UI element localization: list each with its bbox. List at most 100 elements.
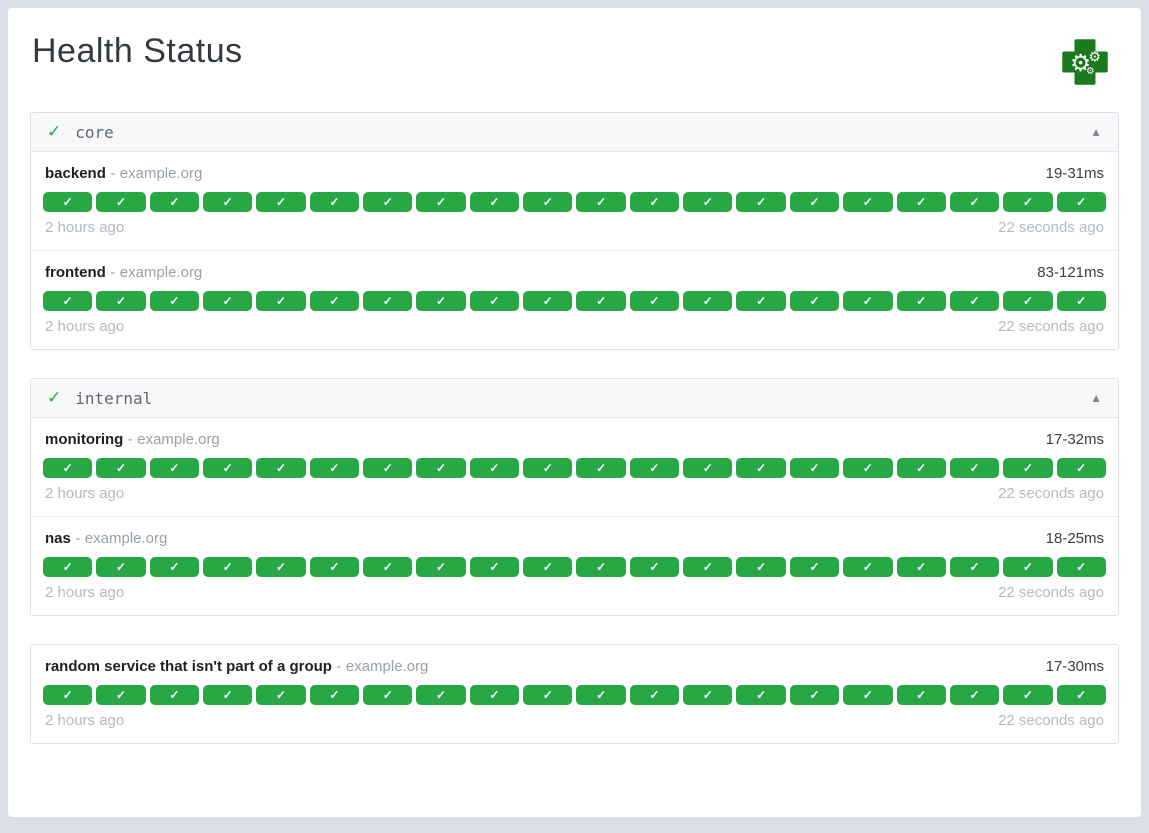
health-check-segment[interactable]: ✓ <box>416 685 466 705</box>
health-check-segment[interactable]: ✓ <box>309 458 360 478</box>
health-check-segment[interactable]: ✓ <box>523 192 573 212</box>
health-check-segment[interactable]: ✓ <box>523 291 573 311</box>
health-check-segment[interactable]: ✓ <box>896 291 946 311</box>
health-check-segment[interactable]: ✓ <box>896 458 946 478</box>
health-check-segment[interactable]: ✓ <box>1003 291 1053 311</box>
health-check-segment[interactable]: ✓ <box>896 685 946 705</box>
health-check-segment[interactable]: ✓ <box>736 557 786 577</box>
health-check-segment[interactable]: ✓ <box>469 458 520 478</box>
health-check-segment[interactable]: ✓ <box>149 685 200 705</box>
health-check-segment[interactable]: ✓ <box>416 192 466 212</box>
health-check-segment[interactable]: ✓ <box>789 685 840 705</box>
health-check-segment[interactable]: ✓ <box>843 458 893 478</box>
health-check-segment[interactable]: ✓ <box>1003 557 1053 577</box>
health-check-segment[interactable]: ✓ <box>203 192 253 212</box>
health-check-segment[interactable]: ✓ <box>43 291 93 311</box>
collapse-triangle-icon[interactable]: ▲ <box>1090 125 1102 139</box>
health-check-segment[interactable]: ✓ <box>523 557 573 577</box>
health-check-segment[interactable]: ✓ <box>43 458 93 478</box>
health-check-segment[interactable]: ✓ <box>149 291 200 311</box>
health-check-segment[interactable]: ✓ <box>789 291 840 311</box>
health-check-segment[interactable]: ✓ <box>1003 685 1053 705</box>
group-header[interactable]: ✓ core ▲ <box>31 113 1118 152</box>
health-check-segment[interactable]: ✓ <box>683 685 733 705</box>
health-check-segment[interactable]: ✓ <box>469 192 520 212</box>
health-check-segment[interactable]: ✓ <box>43 557 93 577</box>
health-check-segment[interactable]: ✓ <box>363 291 413 311</box>
health-check-segment[interactable]: ✓ <box>576 291 626 311</box>
health-check-segment[interactable]: ✓ <box>683 557 733 577</box>
health-check-segment[interactable]: ✓ <box>416 458 466 478</box>
health-check-segment[interactable]: ✓ <box>523 685 573 705</box>
health-check-segment[interactable]: ✓ <box>96 291 146 311</box>
health-check-segment[interactable]: ✓ <box>469 291 520 311</box>
health-check-segment[interactable]: ✓ <box>96 458 146 478</box>
health-check-segment[interactable]: ✓ <box>896 192 946 212</box>
health-check-segment[interactable]: ✓ <box>149 192 200 212</box>
health-check-segment[interactable]: ✓ <box>576 192 626 212</box>
health-check-segment[interactable]: ✓ <box>789 458 840 478</box>
health-check-segment[interactable]: ✓ <box>363 685 413 705</box>
health-check-segment[interactable]: ✓ <box>683 192 733 212</box>
health-check-segment[interactable]: ✓ <box>1003 192 1053 212</box>
health-check-segment[interactable]: ✓ <box>256 557 306 577</box>
health-check-segment[interactable]: ✓ <box>896 557 946 577</box>
health-check-segment[interactable]: ✓ <box>309 291 360 311</box>
health-check-segment[interactable]: ✓ <box>843 557 893 577</box>
health-check-segment[interactable]: ✓ <box>523 458 573 478</box>
health-check-segment[interactable]: ✓ <box>736 458 786 478</box>
health-check-segment[interactable]: ✓ <box>203 685 253 705</box>
health-check-segment[interactable]: ✓ <box>576 685 626 705</box>
health-check-segment[interactable]: ✓ <box>629 458 680 478</box>
health-check-segment[interactable]: ✓ <box>469 557 520 577</box>
health-check-segment[interactable]: ✓ <box>736 291 786 311</box>
collapse-triangle-icon[interactable]: ▲ <box>1090 391 1102 405</box>
health-check-segment[interactable]: ✓ <box>736 685 786 705</box>
health-check-segment[interactable]: ✓ <box>203 557 253 577</box>
health-check-segment[interactable]: ✓ <box>149 458 200 478</box>
health-check-segment[interactable]: ✓ <box>949 685 1000 705</box>
health-check-segment[interactable]: ✓ <box>629 685 680 705</box>
health-check-segment[interactable]: ✓ <box>363 458 413 478</box>
health-check-segment[interactable]: ✓ <box>1003 458 1053 478</box>
health-check-segment[interactable]: ✓ <box>629 291 680 311</box>
health-check-segment[interactable]: ✓ <box>949 192 1000 212</box>
health-check-segment[interactable]: ✓ <box>949 557 1000 577</box>
health-check-segment[interactable]: ✓ <box>96 557 146 577</box>
health-check-segment[interactable]: ✓ <box>469 685 520 705</box>
health-check-segment[interactable]: ✓ <box>1056 685 1106 705</box>
health-check-segment[interactable]: ✓ <box>1056 291 1106 311</box>
health-check-segment[interactable]: ✓ <box>363 557 413 577</box>
health-check-segment[interactable]: ✓ <box>309 685 360 705</box>
health-check-segment[interactable]: ✓ <box>363 192 413 212</box>
health-check-segment[interactable]: ✓ <box>309 557 360 577</box>
health-check-segment[interactable]: ✓ <box>309 192 360 212</box>
health-check-segment[interactable]: ✓ <box>629 192 680 212</box>
health-check-segment[interactable]: ✓ <box>256 685 306 705</box>
health-check-segment[interactable]: ✓ <box>789 192 840 212</box>
health-check-segment[interactable]: ✓ <box>256 458 306 478</box>
health-check-segment[interactable]: ✓ <box>843 685 893 705</box>
health-check-segment[interactable]: ✓ <box>149 557 200 577</box>
health-check-segment[interactable]: ✓ <box>843 192 893 212</box>
health-check-segment[interactable]: ✓ <box>949 458 1000 478</box>
health-check-segment[interactable]: ✓ <box>256 291 306 311</box>
health-check-segment[interactable]: ✓ <box>416 557 466 577</box>
health-check-segment[interactable]: ✓ <box>1056 192 1106 212</box>
health-check-segment[interactable]: ✓ <box>1056 557 1106 577</box>
health-check-segment[interactable]: ✓ <box>416 291 466 311</box>
health-check-segment[interactable]: ✓ <box>683 458 733 478</box>
health-check-segment[interactable]: ✓ <box>843 291 893 311</box>
health-check-segment[interactable]: ✓ <box>576 458 626 478</box>
health-check-segment[interactable]: ✓ <box>1056 458 1106 478</box>
health-check-segment[interactable]: ✓ <box>256 192 306 212</box>
health-check-segment[interactable]: ✓ <box>629 557 680 577</box>
health-check-segment[interactable]: ✓ <box>203 291 253 311</box>
health-check-segment[interactable]: ✓ <box>203 458 253 478</box>
group-header[interactable]: ✓ internal ▲ <box>31 379 1118 418</box>
health-check-segment[interactable]: ✓ <box>43 685 93 705</box>
health-check-segment[interactable]: ✓ <box>576 557 626 577</box>
health-check-segment[interactable]: ✓ <box>96 685 146 705</box>
health-check-segment[interactable]: ✓ <box>96 192 146 212</box>
health-check-segment[interactable]: ✓ <box>683 291 733 311</box>
